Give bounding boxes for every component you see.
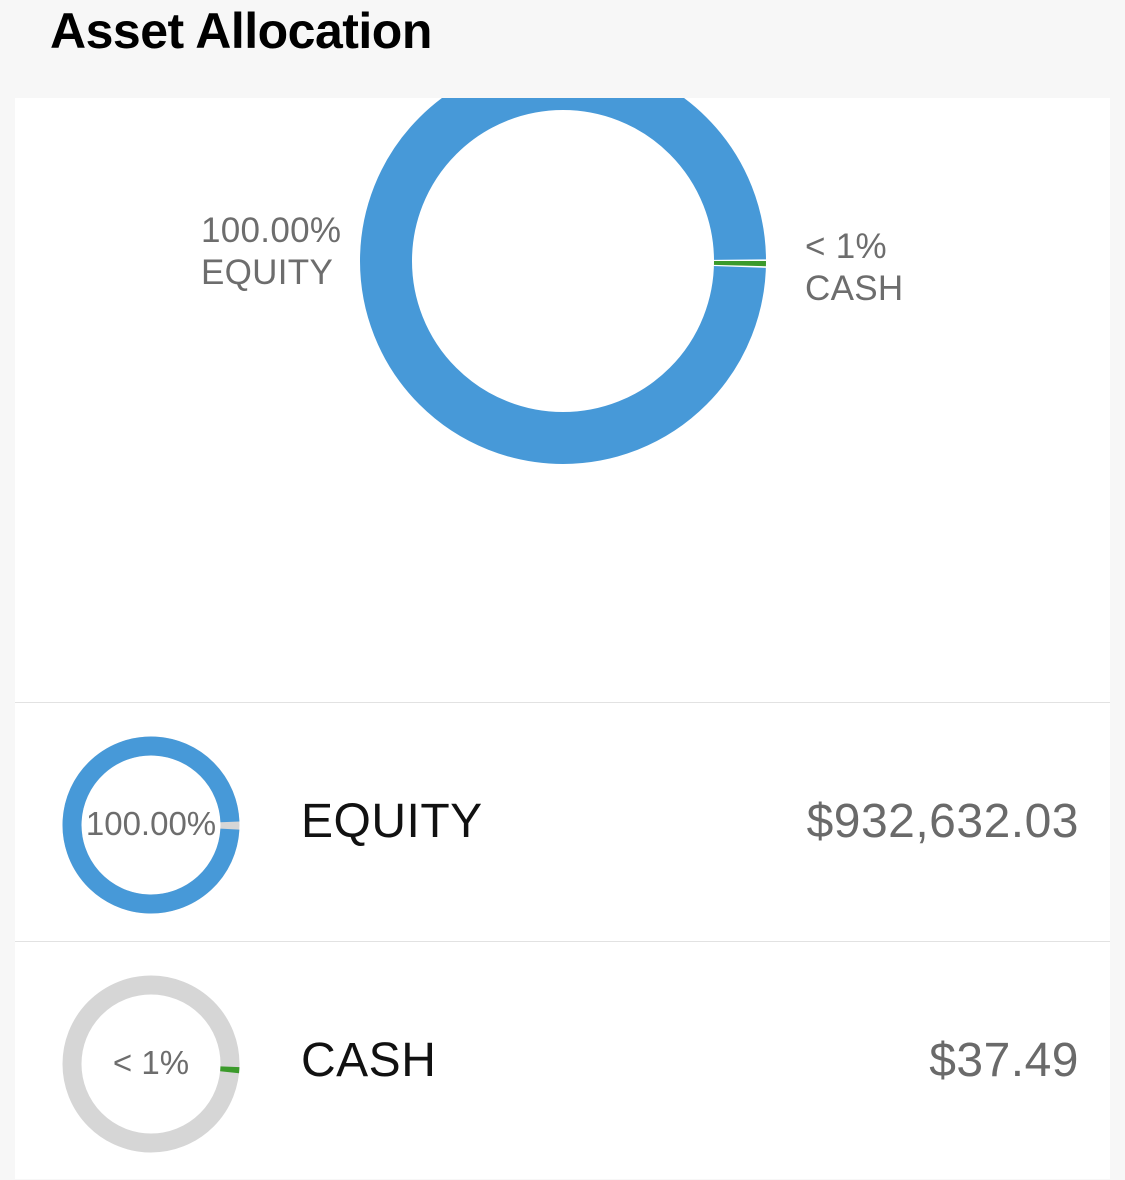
donut-label-equity: 100.00% EQUITY bbox=[201, 210, 341, 294]
holding-name: CASH bbox=[301, 1034, 437, 1087]
holding-pct: 100.00% bbox=[85, 805, 217, 842]
holding-row-cash[interactable]: < 1% CASH $37.49 bbox=[15, 942, 1110, 1180]
donut-label-cash-name: CASH bbox=[805, 269, 904, 308]
holding-name: EQUITY bbox=[301, 795, 483, 848]
holding-amount: $37.49 bbox=[929, 1034, 1079, 1087]
page-title: Asset Allocation bbox=[50, 3, 432, 59]
donut-slice-gap bbox=[359, 98, 767, 465]
donut-slice-cash bbox=[360, 98, 766, 464]
divider bbox=[15, 702, 1110, 703]
divider bbox=[15, 941, 1110, 942]
asset-allocation-card: 100.00% EQUITY < 1% CASH 100.00% EQUITY … bbox=[15, 98, 1110, 1179]
holding-amount: $932,632.03 bbox=[806, 795, 1079, 848]
mini-donut-track bbox=[62, 975, 240, 1153]
donut-label-equity-name: EQUITY bbox=[201, 253, 334, 292]
donut-label-cash: < 1% CASH bbox=[805, 226, 903, 310]
donut-svg bbox=[359, 98, 767, 465]
holding-pct: < 1% bbox=[112, 1044, 190, 1081]
donut-label-equity-pct: 100.00% bbox=[201, 211, 342, 250]
mini-donut-equity-icon bbox=[62, 736, 240, 914]
allocation-donut-chart: 100.00% EQUITY < 1% CASH bbox=[15, 98, 1110, 702]
mini-donut-slice bbox=[62, 975, 240, 1153]
donut-label-cash-pct: < 1% bbox=[805, 227, 887, 266]
donut-slice-equity bbox=[360, 98, 766, 464]
mini-donut-cash-icon bbox=[62, 975, 240, 1153]
holding-row-equity[interactable]: 100.00% EQUITY $932,632.03 bbox=[15, 703, 1110, 941]
